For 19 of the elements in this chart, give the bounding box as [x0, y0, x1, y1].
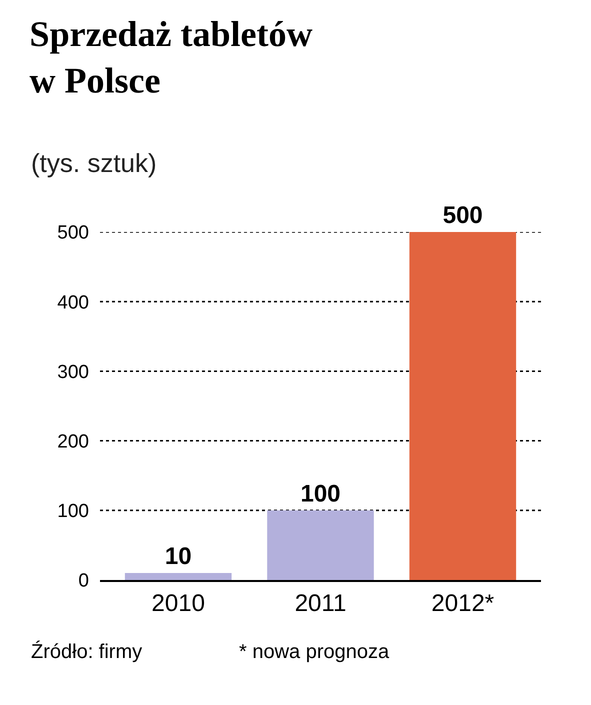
y-tick-label: 400 [57, 292, 89, 314]
bar [124, 573, 232, 580]
y-tick-label: 200 [57, 431, 89, 452]
x-tick-label: 2012* [431, 590, 494, 617]
y-tick-label: 0 [78, 570, 89, 592]
y-tick-label: 500 [57, 222, 89, 244]
y-tick-label: 300 [57, 362, 89, 383]
x-tick-label: 2010 [152, 590, 205, 617]
y-tick-label: 100 [57, 501, 89, 522]
text: Źródło: firmy [31, 640, 142, 663]
data-label: 10 [164, 543, 192, 570]
data-label: 500 [442, 202, 483, 229]
data-label: 100 [300, 480, 341, 508]
chart-subtitle: (tys. sztuk) [31, 148, 157, 178]
x-tick-label: 2011 [294, 590, 346, 617]
bar [267, 510, 374, 580]
chart-title: Sprzedaż tabletów w Polsce [30, 14, 313, 101]
text: * nowa prognoza [239, 641, 390, 663]
bar [409, 232, 516, 580]
